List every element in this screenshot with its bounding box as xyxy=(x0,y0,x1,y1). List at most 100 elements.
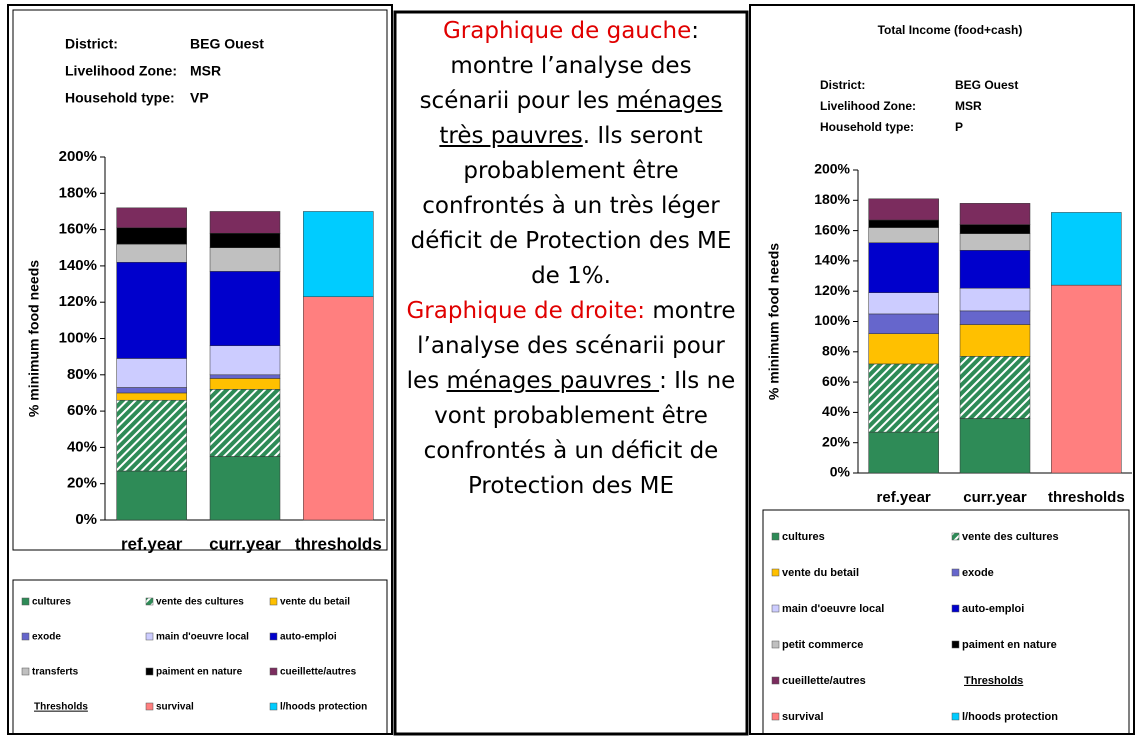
legend-swatch xyxy=(951,604,960,613)
info-value: VP xyxy=(190,90,209,106)
legend-label: exode xyxy=(32,632,61,643)
text-segment: Graphique de droite: xyxy=(406,298,646,324)
legend-swatch xyxy=(269,632,278,641)
y-tick-label: 60% xyxy=(822,373,851,389)
info-label: District: xyxy=(820,78,865,92)
bar-segment xyxy=(959,250,1031,289)
bar-segment xyxy=(868,219,939,228)
legend-label: vente des cultures xyxy=(156,597,244,608)
legend-label: paiment en nature xyxy=(156,667,243,678)
legend-label: l/hoods protection xyxy=(280,702,367,713)
bar-segment xyxy=(868,227,939,243)
y-tick-label: 100% xyxy=(814,312,850,328)
bar-segment xyxy=(116,358,187,388)
y-tick-label: 120% xyxy=(59,293,97,310)
left-legend-box xyxy=(12,579,388,735)
bar-segment xyxy=(209,247,281,272)
y-tick-label: 40% xyxy=(67,438,97,455)
info-label: Livelihood Zone: xyxy=(65,63,177,79)
legend-label: vente du betail xyxy=(280,597,350,608)
bar-segment xyxy=(959,324,1031,357)
y-tick-label: 160% xyxy=(59,221,97,238)
bar-segment xyxy=(868,333,939,365)
chart-title: Total Income (food+cash) xyxy=(878,23,1023,37)
legend-label: exode xyxy=(962,567,994,579)
y-tick-label: 60% xyxy=(67,402,97,419)
legend-label: vente des cultures xyxy=(962,531,1059,543)
paragraph: Graphique de droite: montre l’analyse de… xyxy=(405,294,737,504)
text-panel: Graphique de gauche: montre l’analyse de… xyxy=(397,14,745,734)
bar-segment xyxy=(116,227,187,245)
x-tick-label: thresholds xyxy=(1048,489,1125,506)
legend-swatch xyxy=(21,597,30,606)
legend-heading: Thresholds xyxy=(34,702,88,713)
bar-segment xyxy=(868,313,939,334)
bar-segment xyxy=(209,378,281,390)
legend-label: paiment en nature xyxy=(962,639,1057,651)
info-label: Household type: xyxy=(65,90,175,106)
legend-label: survival xyxy=(156,702,194,713)
bar-segment xyxy=(959,356,1031,419)
text-segment: : Ils ne vont probablement être confront… xyxy=(423,368,736,499)
legend-swatch xyxy=(269,597,278,606)
y-tick-label: 100% xyxy=(59,329,97,346)
bar-segment xyxy=(116,392,187,401)
text-panel-border xyxy=(393,10,749,736)
legend-swatch xyxy=(771,532,780,541)
legend-swatch xyxy=(771,676,780,685)
legend-label: main d'oeuvre local xyxy=(156,632,249,643)
bar-segment xyxy=(303,211,374,298)
y-tick-label: 180% xyxy=(814,191,850,207)
bar-segment xyxy=(209,374,281,379)
y-tick-label: 80% xyxy=(822,343,851,359)
bar-segment xyxy=(868,431,939,474)
left-chart-area xyxy=(12,9,388,551)
paragraph: Graphique de gauche: montre l’analyse de… xyxy=(405,14,737,294)
info-label: Household type: xyxy=(820,120,914,134)
text-segment: Graphique de gauche xyxy=(442,18,692,44)
y-tick-label: 0% xyxy=(75,511,97,528)
text-segment: ménages pauvres xyxy=(446,368,660,394)
text-segment: : montre l’analyse des scénarii pour les xyxy=(419,18,700,114)
bar-segment xyxy=(868,363,939,433)
legend-swatch xyxy=(951,568,960,577)
y-tick-label: 160% xyxy=(814,221,850,237)
legend-swatch xyxy=(269,702,278,711)
bar-segment xyxy=(868,242,939,293)
bar-segment xyxy=(303,296,374,521)
legend-label: auto-emploi xyxy=(962,603,1024,615)
y-tick-label: 0% xyxy=(830,464,851,480)
bar-segment xyxy=(209,232,281,248)
legend-swatch xyxy=(771,712,780,721)
text-segment: montre l’analyse des scénarii pour les xyxy=(406,298,736,394)
bar-segment xyxy=(868,198,939,221)
legend-label: transferts xyxy=(32,667,79,678)
legend-label: cueillette/autres xyxy=(280,667,357,678)
y-tick-label: 140% xyxy=(59,257,97,274)
bar-segment xyxy=(209,271,281,347)
y-tick-label: 200% xyxy=(59,148,97,165)
info-value: P xyxy=(955,120,963,134)
legend-swatch xyxy=(145,597,154,606)
y-tick-label: 40% xyxy=(822,403,851,419)
bar-segment xyxy=(959,233,1031,251)
bar-segment xyxy=(868,292,939,315)
legend-swatch xyxy=(145,667,154,676)
legend-swatch xyxy=(951,640,960,649)
legend-swatch xyxy=(269,667,278,676)
legend-heading: Thresholds xyxy=(964,675,1023,687)
y-tick-label: 120% xyxy=(814,282,850,298)
y-tick-label: 20% xyxy=(822,433,851,449)
legend-label: main d'oeuvre local xyxy=(782,603,884,615)
bar-segment xyxy=(959,287,1031,312)
y-tick-label: 80% xyxy=(67,366,97,383)
y-tick-label: 20% xyxy=(67,475,97,492)
legend-swatch xyxy=(21,632,30,641)
bar-segment xyxy=(209,389,281,457)
y-tick-label: 180% xyxy=(59,184,97,201)
bar-segment xyxy=(116,243,187,263)
bar-segment xyxy=(1051,284,1122,474)
text-segment: ménages très pauvres xyxy=(439,88,723,149)
